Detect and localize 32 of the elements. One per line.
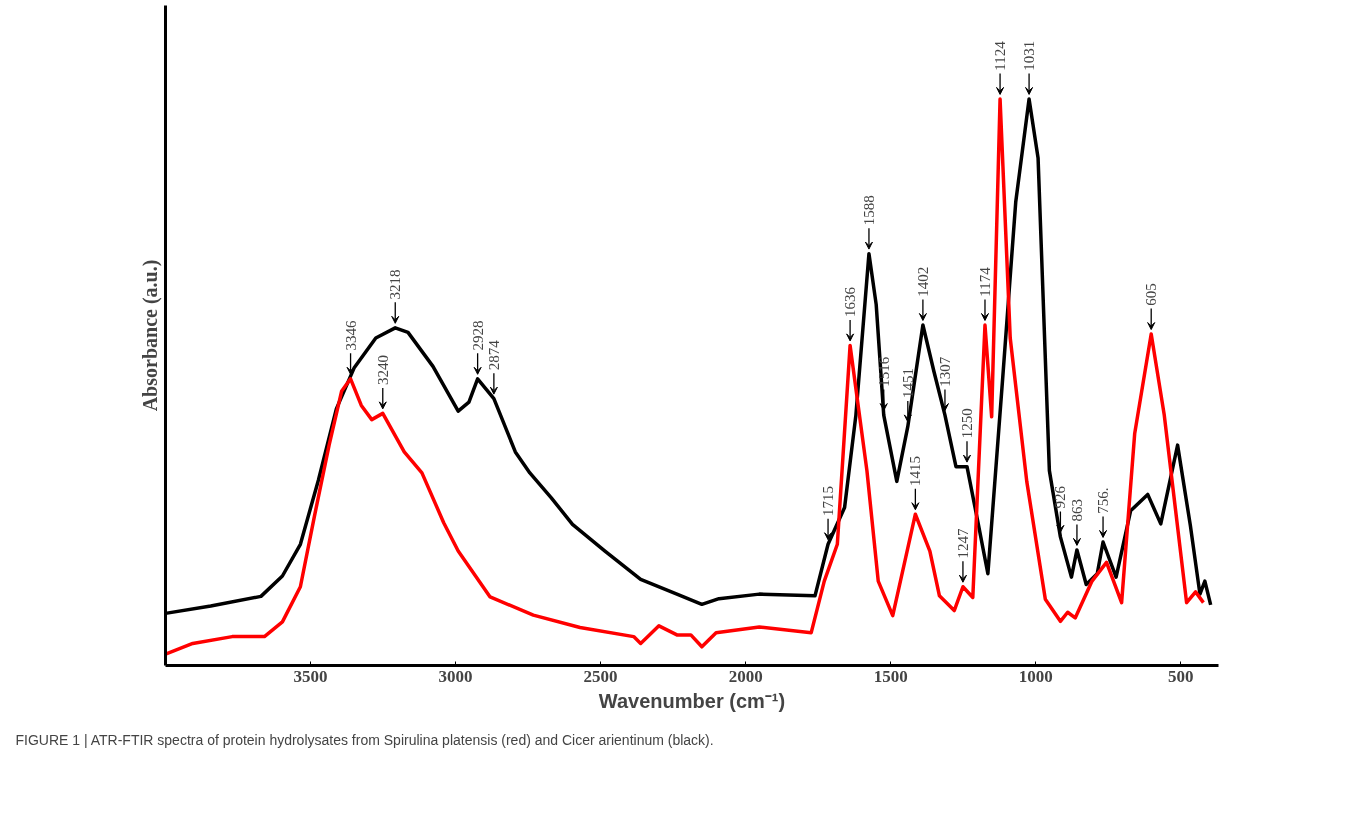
annotation: 1715 <box>820 485 837 516</box>
annotation: 1588 <box>860 195 877 226</box>
annotation: 605 <box>1143 283 1160 306</box>
annotation: 1247 <box>954 527 971 559</box>
x-axis-title: Wavenumber (cm⁻¹) <box>598 689 786 712</box>
annotation: 756. <box>1095 487 1112 514</box>
annotation: 1516 <box>875 356 892 387</box>
caption: FIGURE 1 | ATR-FTIR spectra of protein hydrolysates from Spirulina platensis (red) and Cicer arientinum (black). <box>15 731 714 748</box>
annotation: 863 <box>1068 499 1085 522</box>
annotation: 3240 <box>374 355 391 386</box>
annotation: 1451 <box>899 368 916 399</box>
annotation: 1031 <box>1021 40 1038 71</box>
annotation: 926 <box>1052 485 1069 509</box>
annotation: 1307 <box>936 356 953 387</box>
annotation: 2928 <box>469 320 486 351</box>
annotation: 3218 <box>387 269 404 300</box>
annotation: 2874 <box>485 339 502 371</box>
x-tick-label: 1000 <box>1018 666 1053 686</box>
annotation: 1124 <box>992 40 1009 71</box>
annotation: 1402 <box>914 266 931 297</box>
x-tick-label: 1500 <box>873 666 908 686</box>
x-tick-label: 500 <box>1168 666 1194 686</box>
annotation: 3346 <box>342 320 359 351</box>
annotation: 1174 <box>976 266 993 297</box>
annotation: 1415 <box>907 455 924 486</box>
annotation: 1636 <box>842 286 859 318</box>
x-tick-label: 3000 <box>438 666 473 686</box>
annotation: 1250 <box>959 408 975 439</box>
x-tick-label: 2000 <box>728 666 763 686</box>
x-tick-label: 2500 <box>583 666 618 686</box>
x-tick-label: 3500 <box>293 666 328 686</box>
y-axis-title: Absorbance (a.u.) <box>138 259 162 412</box>
